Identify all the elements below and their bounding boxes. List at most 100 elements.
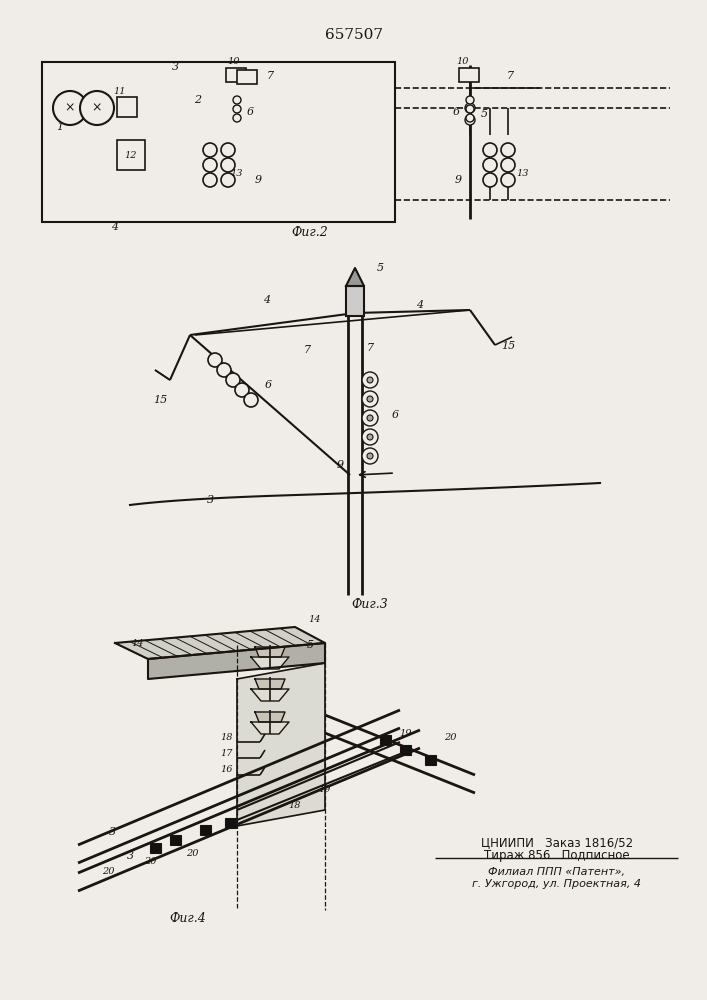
Circle shape bbox=[362, 429, 378, 445]
Circle shape bbox=[501, 158, 515, 172]
Text: Тираж 856   Подписное: Тираж 856 Подписное bbox=[484, 848, 630, 861]
Circle shape bbox=[501, 173, 515, 187]
Bar bbox=[237, 70, 257, 84]
Text: 7: 7 bbox=[506, 71, 513, 81]
Text: 14: 14 bbox=[309, 615, 321, 624]
Circle shape bbox=[362, 448, 378, 464]
Circle shape bbox=[221, 173, 235, 187]
Circle shape bbox=[208, 353, 222, 367]
Text: Фиг.2: Фиг.2 bbox=[291, 227, 328, 239]
Circle shape bbox=[235, 383, 249, 397]
Circle shape bbox=[483, 158, 497, 172]
Text: 3: 3 bbox=[206, 495, 214, 505]
Polygon shape bbox=[237, 663, 325, 826]
Text: 11: 11 bbox=[114, 88, 127, 97]
Circle shape bbox=[203, 173, 217, 187]
Text: 18: 18 bbox=[221, 732, 233, 742]
Text: 6: 6 bbox=[392, 410, 399, 420]
Text: 15: 15 bbox=[501, 341, 515, 351]
Text: 20: 20 bbox=[186, 850, 198, 858]
Text: 18: 18 bbox=[288, 800, 301, 810]
Bar bbox=[150, 843, 161, 853]
Circle shape bbox=[367, 453, 373, 459]
Polygon shape bbox=[251, 689, 289, 701]
Circle shape bbox=[465, 115, 475, 125]
Bar bbox=[117, 140, 145, 170]
Circle shape bbox=[362, 372, 378, 388]
Text: 17: 17 bbox=[221, 748, 233, 758]
Bar bbox=[200, 825, 211, 835]
Polygon shape bbox=[255, 647, 285, 657]
Circle shape bbox=[466, 105, 474, 113]
Text: Фиг.3: Фиг.3 bbox=[351, 597, 388, 610]
Text: 19: 19 bbox=[399, 730, 412, 738]
Text: 20: 20 bbox=[444, 734, 456, 742]
Text: Фиг.4: Фиг.4 bbox=[170, 912, 206, 924]
Polygon shape bbox=[148, 643, 325, 679]
Text: 10: 10 bbox=[457, 57, 469, 66]
Circle shape bbox=[466, 96, 474, 104]
Text: ×: × bbox=[65, 102, 75, 114]
Circle shape bbox=[203, 143, 217, 157]
Text: 9: 9 bbox=[337, 460, 344, 470]
Text: 3: 3 bbox=[127, 851, 134, 861]
Bar bbox=[226, 68, 246, 82]
Text: 2: 2 bbox=[194, 95, 201, 105]
Text: 5: 5 bbox=[376, 263, 384, 273]
Circle shape bbox=[203, 158, 217, 172]
Bar bbox=[225, 818, 236, 828]
Bar bbox=[425, 755, 436, 765]
Polygon shape bbox=[115, 627, 325, 659]
Text: 7: 7 bbox=[267, 71, 274, 81]
Text: 13: 13 bbox=[517, 168, 530, 178]
Text: 4: 4 bbox=[416, 300, 423, 310]
Polygon shape bbox=[251, 657, 289, 669]
Text: 6: 6 bbox=[247, 107, 254, 117]
Text: 6: 6 bbox=[452, 107, 460, 117]
Circle shape bbox=[367, 396, 373, 402]
Circle shape bbox=[367, 377, 373, 383]
Circle shape bbox=[483, 143, 497, 157]
Circle shape bbox=[362, 391, 378, 407]
Text: 5: 5 bbox=[481, 109, 488, 119]
Circle shape bbox=[233, 105, 241, 113]
Text: 20: 20 bbox=[102, 867, 115, 876]
Text: 7: 7 bbox=[366, 343, 373, 353]
Circle shape bbox=[465, 103, 475, 113]
Text: 3: 3 bbox=[171, 62, 179, 72]
Bar bbox=[170, 835, 181, 845]
Circle shape bbox=[233, 96, 241, 104]
Text: 13: 13 bbox=[230, 168, 243, 178]
Text: 15: 15 bbox=[153, 395, 167, 405]
Circle shape bbox=[226, 373, 240, 387]
Bar bbox=[42, 62, 395, 222]
Text: 3: 3 bbox=[108, 827, 115, 837]
Text: 6: 6 bbox=[264, 380, 271, 390]
Circle shape bbox=[367, 415, 373, 421]
Text: г. Ужгород, ул. Проектная, 4: г. Ужгород, ул. Проектная, 4 bbox=[472, 879, 641, 889]
Text: ЦНИИПИ   Заказ 1816/52: ЦНИИПИ Заказ 1816/52 bbox=[481, 836, 633, 850]
Bar bbox=[400, 745, 411, 755]
Text: 657507: 657507 bbox=[325, 28, 383, 42]
Text: 4: 4 bbox=[112, 222, 119, 232]
Bar bbox=[117, 97, 137, 117]
Text: 19: 19 bbox=[319, 786, 332, 794]
Polygon shape bbox=[346, 268, 364, 286]
Text: 12: 12 bbox=[124, 150, 137, 159]
Text: 10: 10 bbox=[228, 57, 240, 66]
Text: 7: 7 bbox=[303, 345, 310, 355]
Bar bbox=[459, 68, 479, 82]
Circle shape bbox=[483, 173, 497, 187]
Text: 4: 4 bbox=[264, 295, 271, 305]
Text: 9: 9 bbox=[255, 175, 262, 185]
Text: 9: 9 bbox=[455, 175, 462, 185]
Polygon shape bbox=[255, 712, 285, 722]
Circle shape bbox=[367, 434, 373, 440]
Text: Филиал ППП «Патент»,: Филиал ППП «Патент», bbox=[489, 867, 626, 877]
Circle shape bbox=[53, 91, 87, 125]
Text: 20: 20 bbox=[144, 857, 156, 866]
Circle shape bbox=[466, 114, 474, 122]
Polygon shape bbox=[251, 722, 289, 734]
Circle shape bbox=[501, 143, 515, 157]
Circle shape bbox=[233, 114, 241, 122]
